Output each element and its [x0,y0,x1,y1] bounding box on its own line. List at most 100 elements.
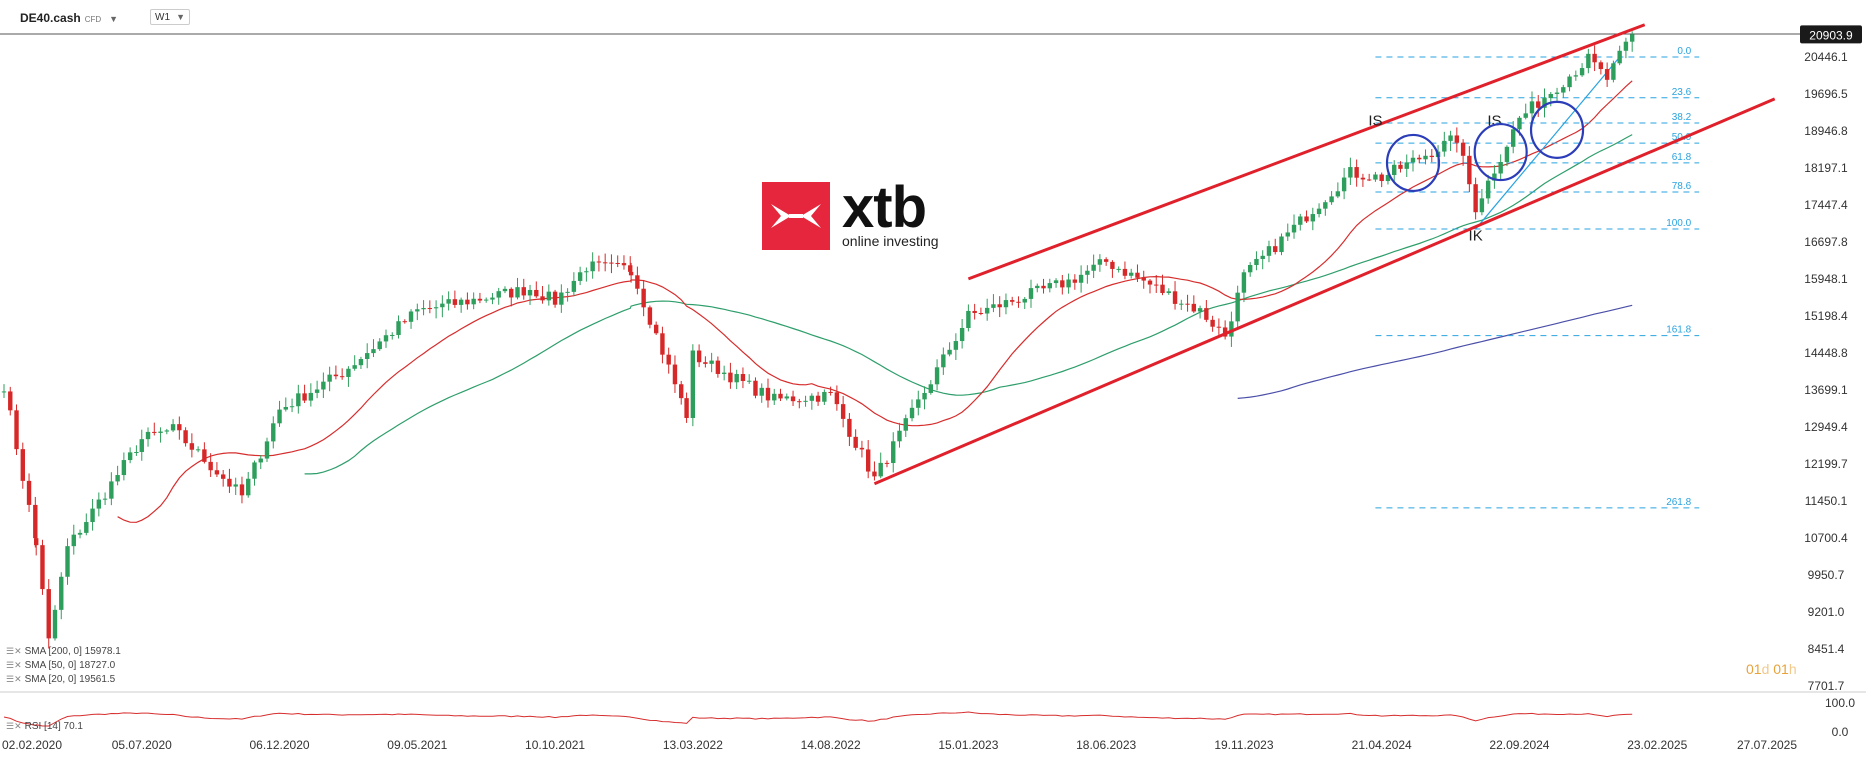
legend-rsi[interactable]: ☰✕ RSI [14] 70.1 [6,721,83,732]
settings-icon[interactable]: ☰✕ [6,721,22,731]
candle-body [1479,198,1485,213]
candle-body [878,462,883,477]
candle-body [1247,265,1253,273]
candle-body [233,484,238,487]
candle-body [728,372,733,383]
price-tick-label: 12949.4 [1804,420,1848,434]
date-tick-label: 10.10.2021 [525,738,585,752]
candle-body [26,480,32,505]
fib-level-label: 38.2 [1672,112,1692,123]
fib-level-label: 161.8 [1666,325,1691,336]
candle-body [815,395,821,402]
candle-body [853,436,858,448]
candle-body [283,407,289,410]
price-grid [0,33,1866,693]
timeframe-select[interactable]: W1 ▼ [150,9,190,25]
candle-body [352,365,357,369]
candle-body [433,307,439,309]
candle-body [477,298,483,301]
settings-icon[interactable]: ☰✕ [6,674,22,684]
candle-body [1429,155,1434,158]
candle-body [202,449,207,462]
candle-body [1423,155,1428,160]
candle-body [916,399,921,408]
candle-body [152,431,157,433]
channel-upper-line [967,23,1646,281]
chevron-down-icon[interactable]: ▼ [109,14,119,24]
candle-body [1573,75,1579,77]
date-tick-label: 22.09.2024 [1489,738,1549,752]
channel-lower-line [873,97,1776,486]
candle-body [1586,53,1591,69]
candle-body [953,341,959,350]
candle-body [834,392,840,405]
candle-body [966,310,971,328]
candle-body [170,424,176,431]
timer-hours: 01 [1773,661,1789,677]
candle-body [1304,216,1309,222]
candle-body [660,333,665,355]
candle-body [365,353,370,359]
candle-body [941,354,946,368]
symbol-selector[interactable]: DE40.cash CFD ▼ [20,11,118,25]
candle-body [679,384,684,399]
candle-body [1222,327,1228,337]
candle-body [65,546,70,577]
symbol-tag: CFD [84,15,102,24]
candle-body [1129,272,1134,276]
candle-body [1016,301,1021,303]
candle-body [452,299,458,305]
candle-body [734,374,739,383]
settings-icon[interactable]: ☰✕ [6,660,22,670]
candle-body [509,288,514,298]
candle-body [1,391,7,393]
candle-body [1254,258,1259,266]
candle-body [1003,300,1009,308]
candle-body [1235,292,1240,322]
candle-body [1348,167,1353,178]
candle-body [314,389,320,393]
candle-body [327,374,332,382]
candle-body [1172,291,1178,304]
candle-body [1085,270,1090,275]
date-tick-label: 05.07.2020 [112,738,172,752]
candle-body [1604,69,1610,80]
candle-body [1529,101,1535,114]
timer-hours-unit: h [1788,661,1797,677]
price-tick-label: 9950.7 [1808,568,1845,582]
candle-body [765,387,771,401]
candle-body [145,431,151,440]
date-tick-label: 14.08.2022 [801,738,861,752]
price-tick-label: 10700.4 [1804,531,1848,545]
candle-body [546,291,552,301]
sma50-path [304,134,1633,475]
candle-body [615,263,620,265]
legend-sma20[interactable]: ☰✕ SMA [20, 0] 19561.5 [6,674,115,685]
candle-body [1536,101,1541,108]
candle-body [421,308,426,310]
candle-body [1404,162,1409,169]
legend-sma200[interactable]: ☰✕ SMA [200, 0] 15978.1 [6,646,121,657]
candle-body [540,296,545,301]
candle-body [1141,277,1146,281]
candle-body [1329,196,1334,203]
candle-body [628,265,633,272]
highlight-circle [1473,122,1528,182]
candle-body [759,387,764,396]
candle-body [515,287,520,298]
candle-body [747,380,752,382]
candle-body [396,321,401,335]
candle-body [1291,224,1297,233]
candle-body [1323,202,1328,209]
settings-icon[interactable]: ☰✕ [6,646,22,656]
candle-body [346,368,351,377]
candle-body [803,400,808,402]
legend-sma50[interactable]: ☰✕ SMA [50, 0] 18727.0 [6,660,115,671]
candle-body [164,430,170,432]
candle-body [1561,87,1566,93]
candle-body [740,374,746,381]
rsi-line [3,711,1633,727]
candle-body [1454,135,1460,143]
candle-body [1035,285,1040,289]
